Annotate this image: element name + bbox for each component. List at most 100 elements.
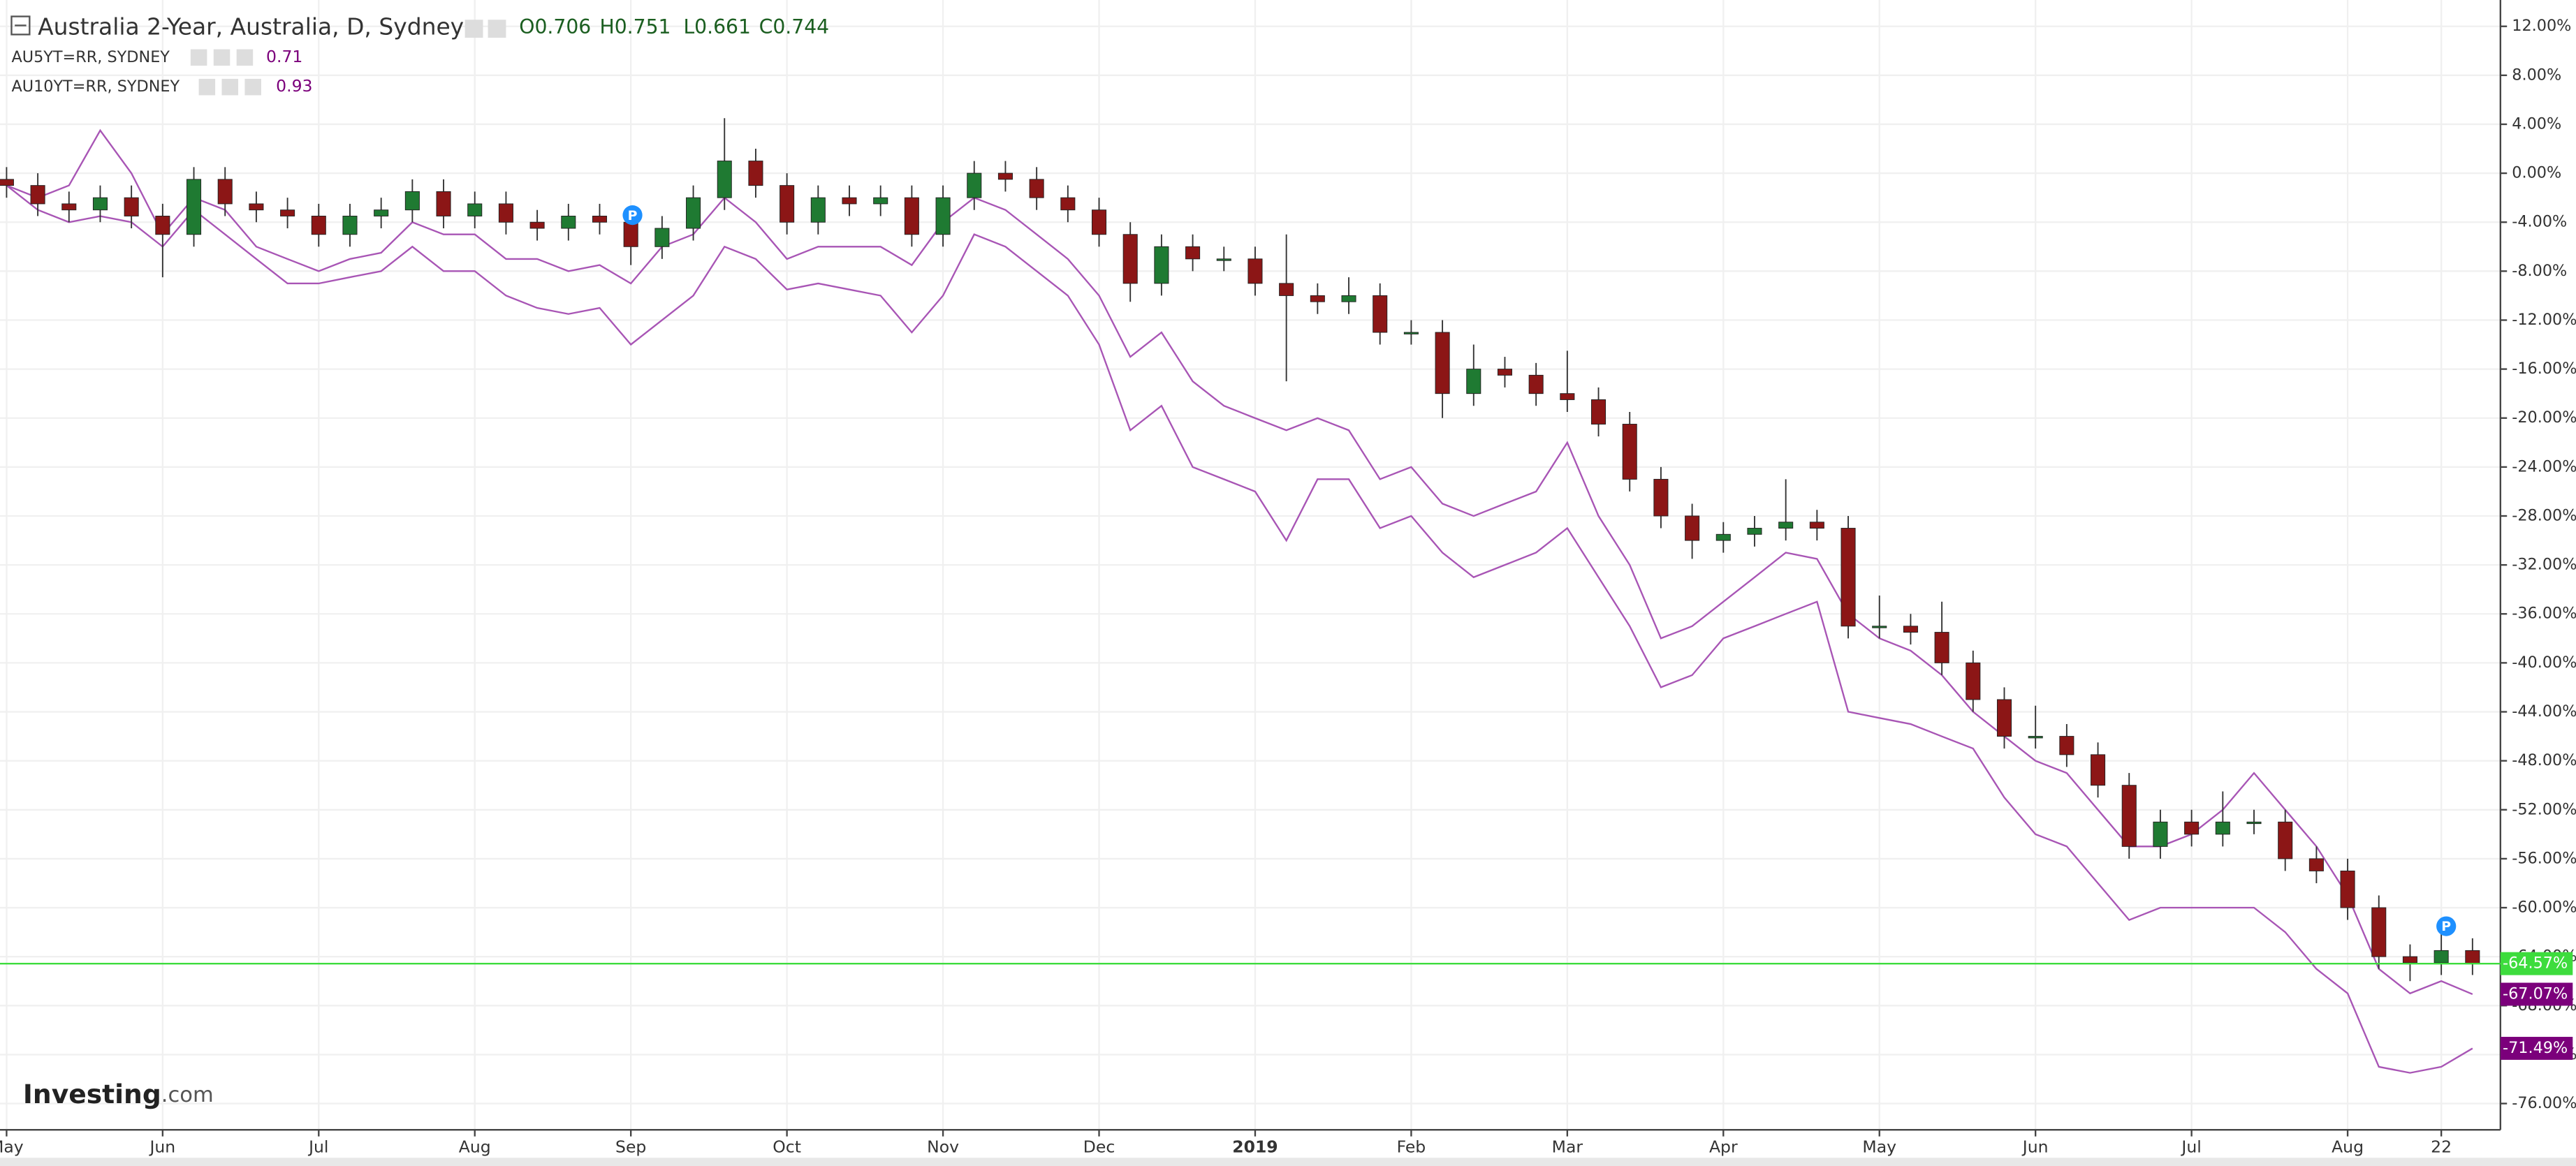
icon-close[interactable] xyxy=(244,78,261,96)
candle-body xyxy=(2465,950,2480,964)
candle-body xyxy=(967,172,982,198)
y-tick-label: -20.00% xyxy=(2512,408,2576,427)
icon-eye[interactable] xyxy=(464,20,483,38)
candle-body xyxy=(904,197,919,235)
price-tag xyxy=(2500,952,2573,975)
candle-body xyxy=(311,215,326,235)
x-tick-label: Jul xyxy=(2180,1137,2201,1157)
candle-body xyxy=(467,203,483,216)
candle-body xyxy=(2340,870,2355,908)
candle-body xyxy=(2091,754,2106,786)
lines xyxy=(6,128,2473,1074)
icon-eye[interactable] xyxy=(198,78,216,96)
candle-body xyxy=(1934,632,1949,663)
candle-body xyxy=(1341,295,1356,302)
candle-body xyxy=(1903,626,1918,633)
candle-body xyxy=(1216,258,1231,261)
candle-body xyxy=(1560,393,1575,400)
candle-body xyxy=(1091,209,1107,235)
legend-value: 0.71 xyxy=(266,47,302,66)
candle-body xyxy=(935,197,951,235)
candles xyxy=(0,118,2480,982)
y-tick-label: 4.00% xyxy=(2512,115,2561,133)
ohlc-value: L0.661 xyxy=(683,15,751,38)
x-tick-label: Jun xyxy=(148,1137,175,1157)
candle-body xyxy=(1497,369,1512,376)
icon-close[interactable] xyxy=(236,49,254,66)
x-tick-label: Aug xyxy=(2332,1137,2364,1157)
candle-body xyxy=(1310,295,1325,302)
x-tick-label: Nov xyxy=(927,1137,959,1157)
icon-settings[interactable] xyxy=(213,49,230,66)
icon-settings[interactable] xyxy=(488,20,506,38)
candle-body xyxy=(561,215,576,229)
candle-body xyxy=(498,203,513,223)
candle-body xyxy=(436,191,451,216)
axes: 12.00% 8.00% 4.00% 0.00% -4.00% -8.00% -12.00%… xyxy=(0,17,2576,1157)
candle-body xyxy=(1435,332,1450,394)
candle-body xyxy=(124,197,139,216)
price-tag-label: -64.57% xyxy=(2503,954,2568,973)
candle-body xyxy=(61,203,77,211)
logo-main: Investing xyxy=(23,1078,161,1109)
candle-body xyxy=(342,215,358,235)
logo: Investing.com xyxy=(23,1078,214,1109)
candle-body xyxy=(780,185,795,223)
ohlc-value: H0.751 xyxy=(599,15,671,38)
candle-body xyxy=(1872,626,1887,628)
candle-body xyxy=(997,172,1013,180)
candle-body xyxy=(1403,332,1419,334)
candle-body xyxy=(2184,821,2200,835)
candle-body xyxy=(1653,478,1669,517)
x-tick-label: Dec xyxy=(1083,1137,1115,1157)
candle-body xyxy=(92,197,108,211)
candle-body xyxy=(1247,258,1263,284)
chart-title: Australia 2-Year, Australia, D, Sydney xyxy=(38,13,464,40)
y-tick-label: 0.00% xyxy=(2512,164,2561,182)
candle-body xyxy=(717,161,732,198)
candle-body xyxy=(1966,662,1981,700)
y-tick-label: -40.00% xyxy=(2512,654,2576,672)
candle-body xyxy=(0,179,14,186)
candle-body xyxy=(1840,528,1856,627)
y-tick-label: -52.00% xyxy=(2512,800,2576,818)
icon-settings[interactable] xyxy=(221,78,239,96)
series-line xyxy=(6,184,2473,1074)
candle-body xyxy=(1060,197,1076,211)
candle-body xyxy=(748,161,763,186)
candle-body xyxy=(280,209,295,216)
y-tick-label: 12.00% xyxy=(2512,17,2571,35)
candle-body xyxy=(1685,515,1700,541)
price-tag-label: -67.07% xyxy=(2503,984,2568,1003)
candle-body xyxy=(2246,821,2262,825)
y-tick-label: -56.00% xyxy=(2512,849,2576,867)
candle-body xyxy=(155,215,170,235)
legend-value: 0.93 xyxy=(276,76,312,96)
x-tick-label: May xyxy=(1862,1137,1896,1157)
candle-body xyxy=(623,221,638,247)
event-marker xyxy=(622,205,643,226)
candle-body xyxy=(1809,522,1824,529)
ohlc-value: O0.706 xyxy=(519,15,591,38)
x-tick-label: Jun xyxy=(2021,1137,2049,1157)
candle-body xyxy=(374,209,389,216)
candle-body xyxy=(217,179,233,205)
candle-body xyxy=(2059,736,2074,755)
ohlc-value: C0.744 xyxy=(759,15,830,38)
candle-body xyxy=(404,191,420,211)
candle-body xyxy=(1778,522,1794,529)
candle-body xyxy=(842,197,857,205)
x-tick-label: Aug xyxy=(459,1137,491,1157)
icon-eye[interactable] xyxy=(190,49,207,66)
candle-body xyxy=(1996,699,2012,737)
collapse-button[interactable] xyxy=(10,15,31,36)
candle-body xyxy=(30,185,45,205)
candle-body xyxy=(2434,950,2449,964)
y-tick-label: -44.00% xyxy=(2512,702,2576,721)
y-tick-label: -76.00% xyxy=(2512,1094,2576,1112)
candle-body xyxy=(1279,283,1294,296)
scrollbar[interactable] xyxy=(0,1158,2576,1166)
candle-body xyxy=(1622,424,1637,480)
